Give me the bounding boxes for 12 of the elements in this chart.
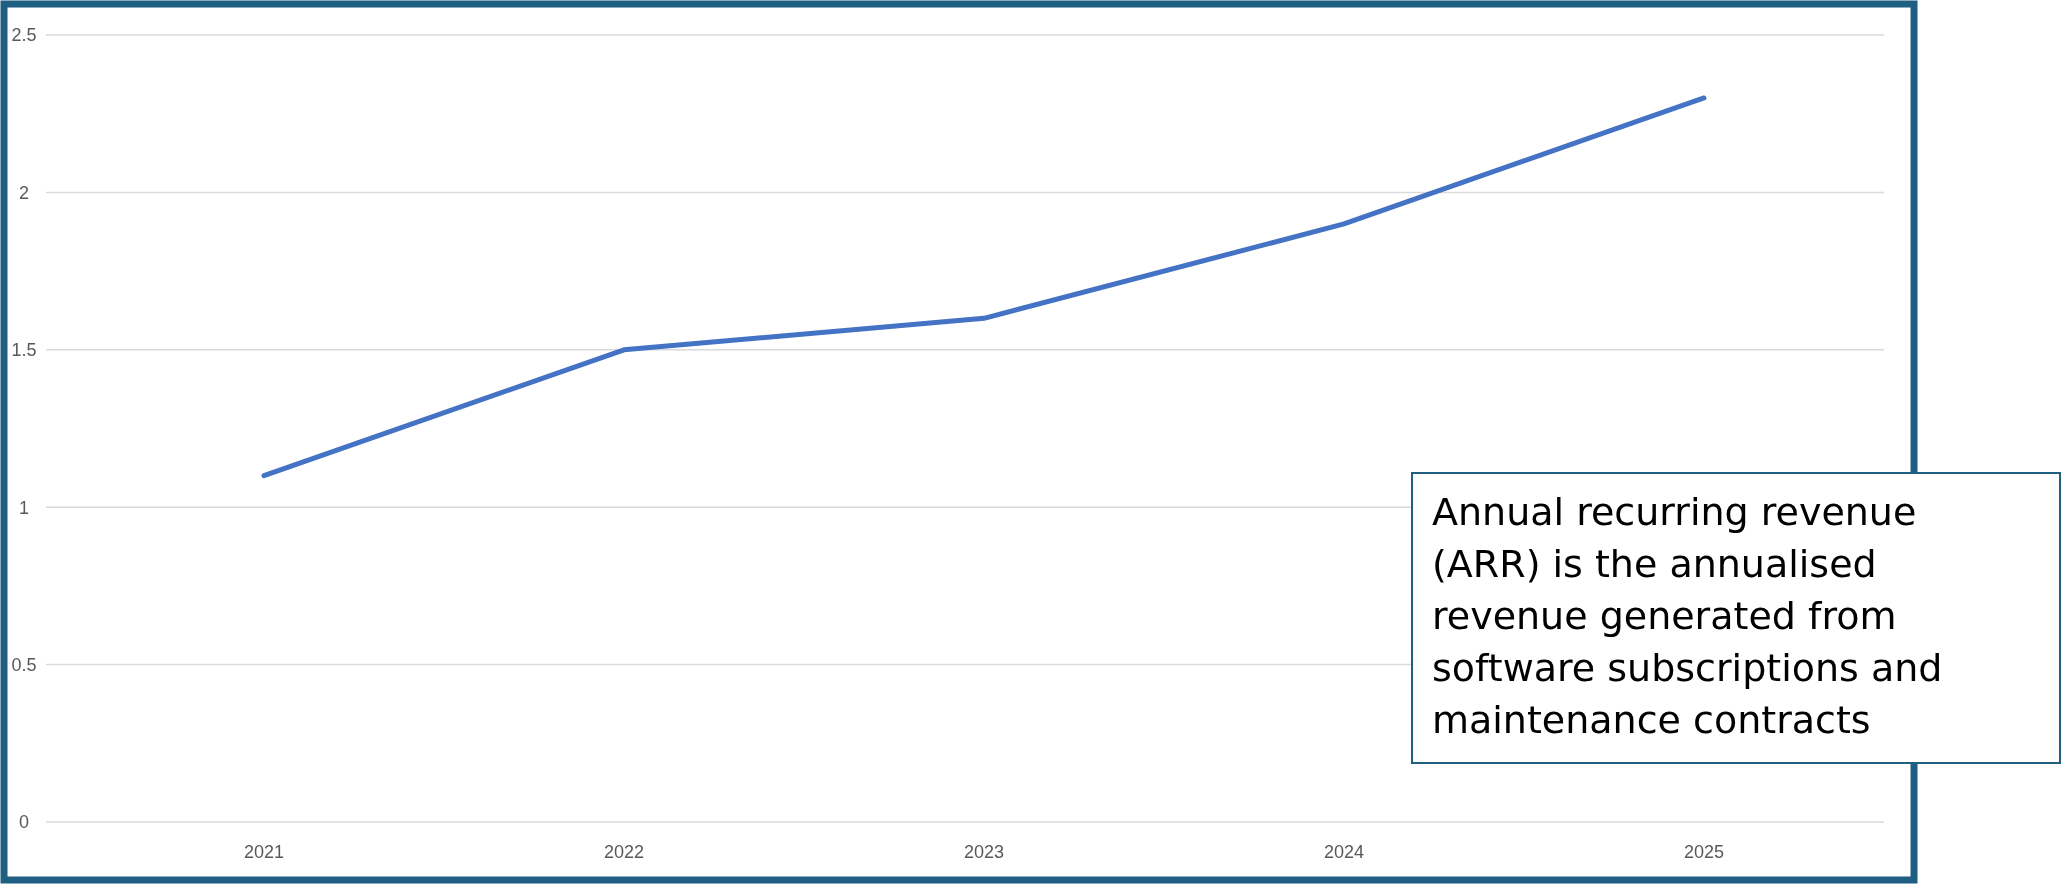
- y-tick-label: 2.5: [11, 25, 37, 46]
- x-tick-label: 2023: [963, 842, 1005, 862]
- y-tick-label: 1: [18, 497, 30, 518]
- y-tick-label: 1.5: [11, 340, 37, 361]
- x-tick-label: 2025: [1683, 842, 1725, 862]
- annotation: Annual recurring revenue (ARR) is the annualised revenue generated from software subscriptions and maintenance contracts: [1432, 490, 1943, 742]
- y-tick-label: 2: [18, 182, 30, 203]
- x-tick-label: 2024: [1323, 842, 1365, 862]
- y-tick-label: 0: [18, 812, 30, 833]
- x-tick-label: 2022: [603, 842, 645, 862]
- x-tick-label: 2021: [243, 842, 285, 862]
- y-tick-label: 0.5: [11, 654, 37, 675]
